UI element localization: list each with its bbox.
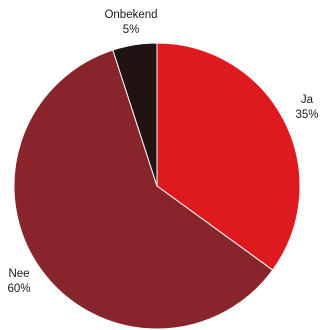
slice-label-ja: Ja (301, 94, 314, 106)
slice-value-nee: 60% (7, 283, 30, 295)
pie-slice-ja (156, 42, 301, 271)
pie-slice-nee (13, 49, 274, 330)
slice-label-nee: Nee (8, 268, 29, 280)
slice-label-onbekend: Onbekend (104, 9, 157, 21)
slice-value-onbekend: 5% (123, 24, 140, 36)
pie-slice-onbekend (112, 42, 158, 187)
slice-value-ja: 35% (295, 109, 318, 121)
